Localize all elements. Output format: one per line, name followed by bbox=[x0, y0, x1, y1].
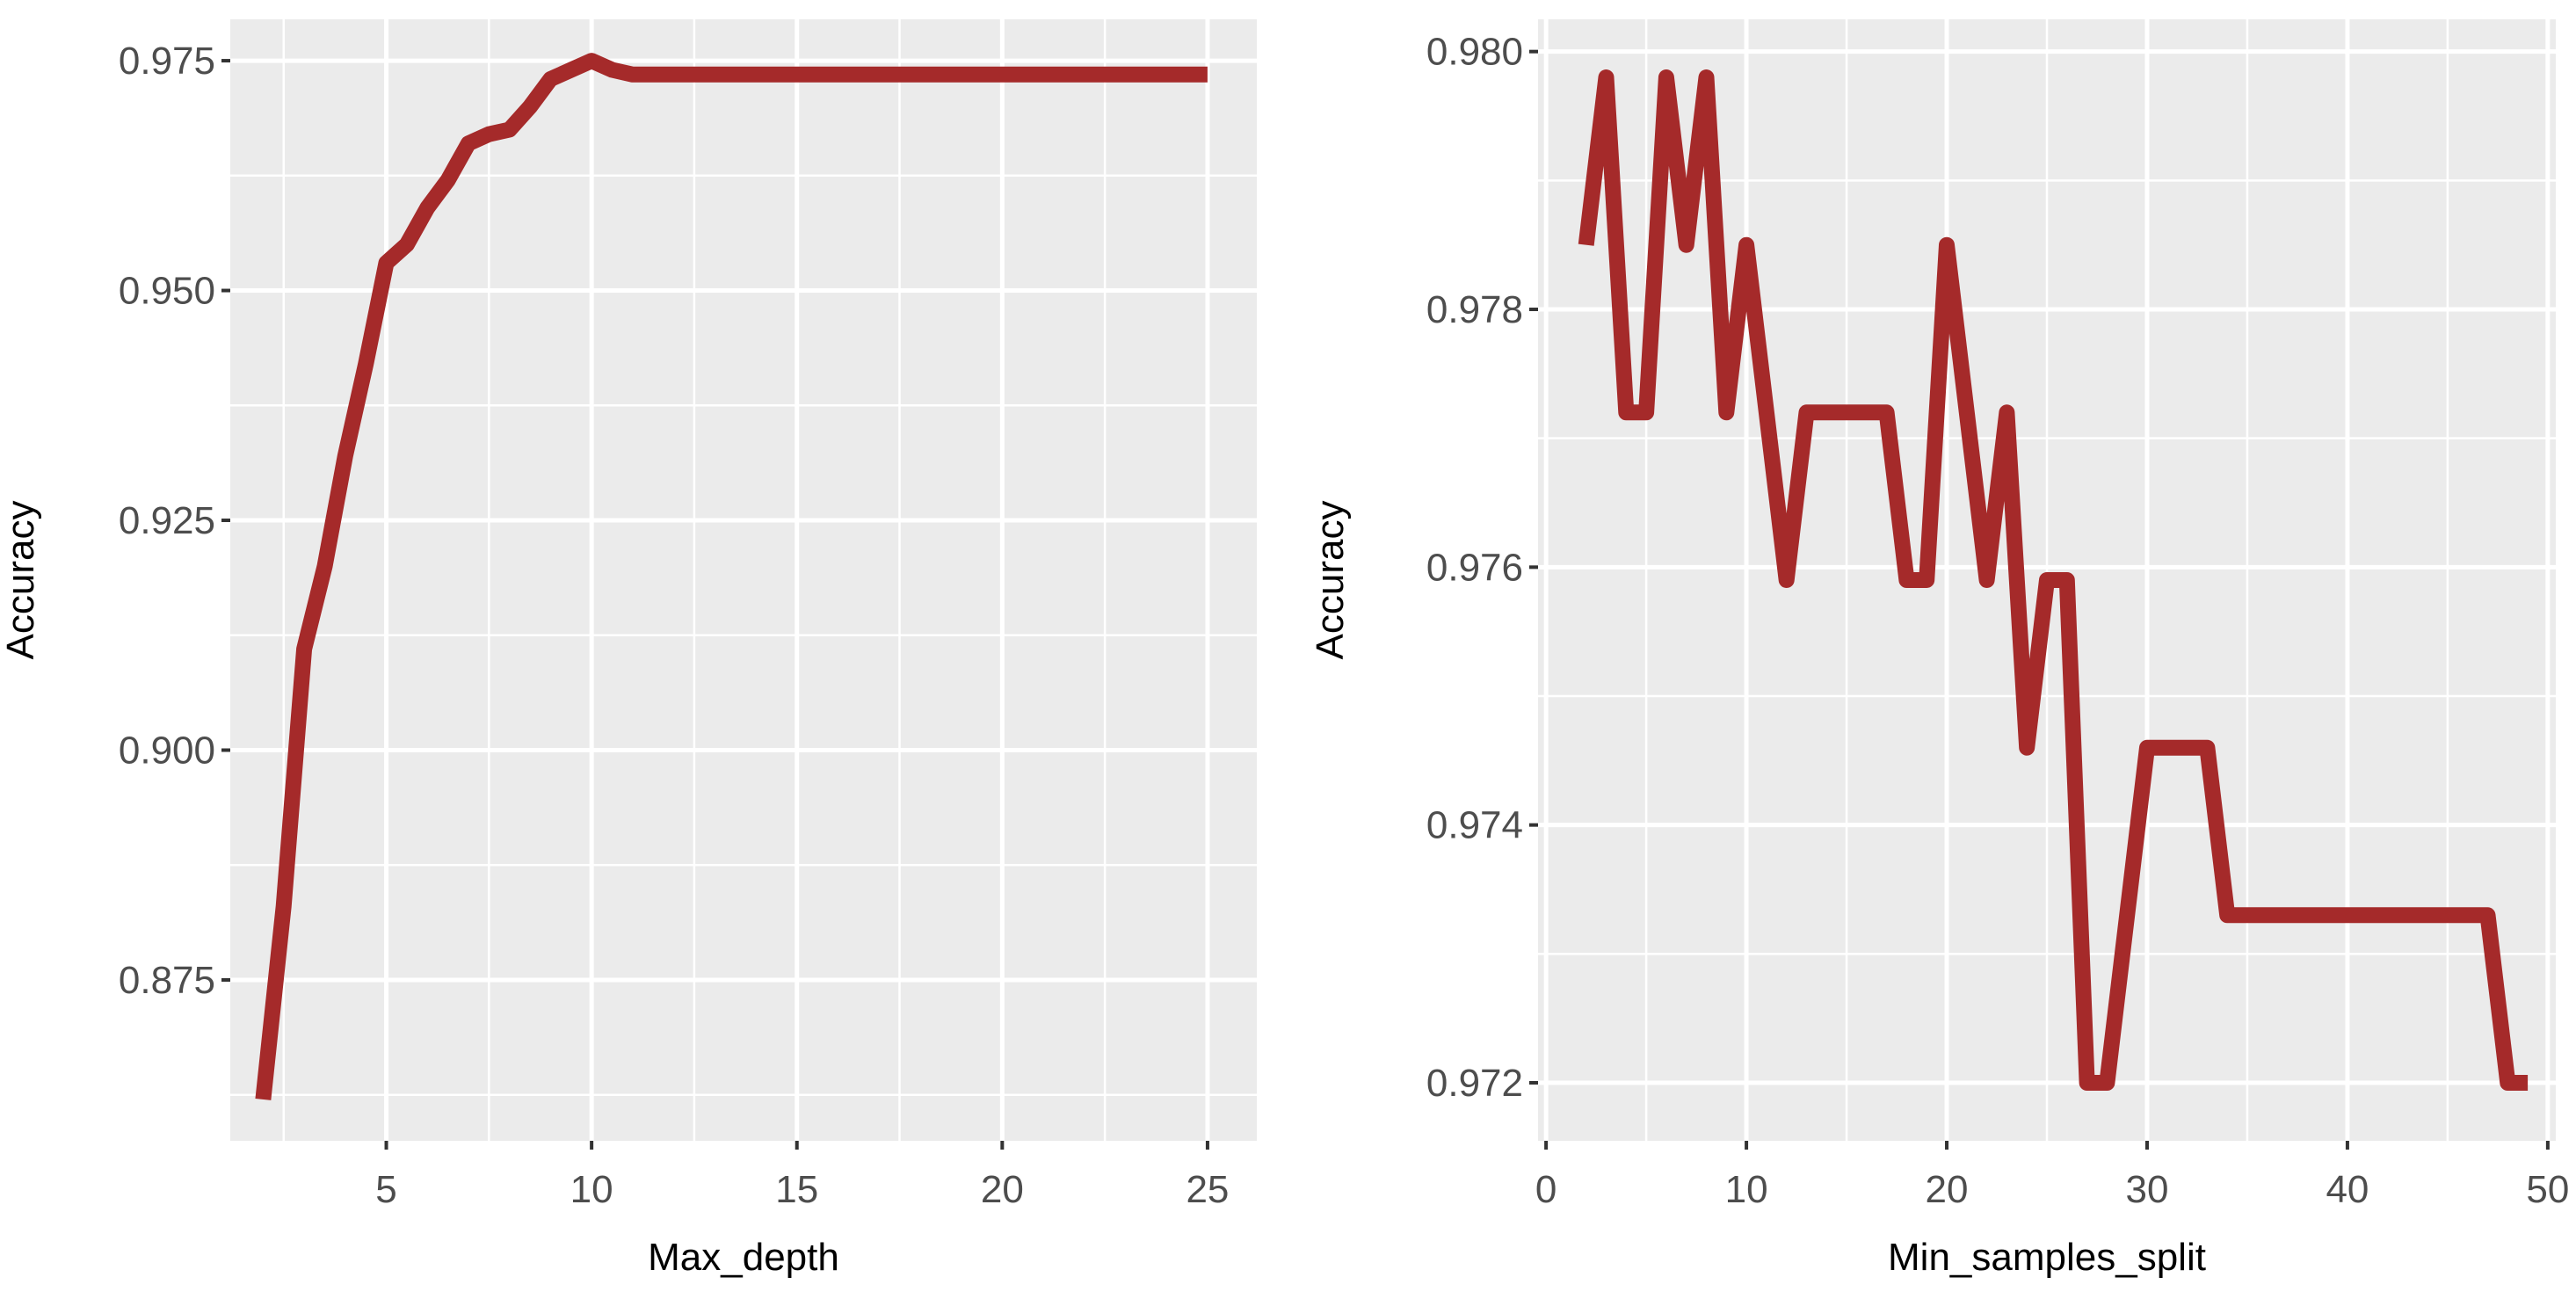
y-tick-label: 0.975 bbox=[119, 40, 215, 83]
x-tick-label: 0 bbox=[1535, 1168, 1556, 1211]
x-tick-label: 25 bbox=[1186, 1168, 1229, 1211]
y-axis-title: Accuracy bbox=[0, 501, 42, 660]
x-tick-label: 20 bbox=[981, 1168, 1024, 1211]
y-tick-label: 0.980 bbox=[1426, 31, 1523, 74]
x-tick-label: 5 bbox=[375, 1168, 396, 1211]
chart-max-depth: 5 10 15 20 25 0.875 0.900 0.925 0.950 0.975 Max_de… bbox=[0, 19, 1257, 1279]
y-tick-label: 0.950 bbox=[119, 270, 215, 313]
y-tick-label: 0.978 bbox=[1426, 288, 1523, 331]
x-tick-label: 40 bbox=[2326, 1168, 2369, 1211]
series-line bbox=[1578, 69, 2529, 1091]
x-axis-title: Max_depth bbox=[648, 1236, 839, 1279]
y-tick-label: 0.972 bbox=[1426, 1062, 1523, 1105]
x-tick-label: 10 bbox=[1725, 1168, 1768, 1211]
y-tick-label: 0.900 bbox=[119, 729, 215, 772]
x-tick-label: 15 bbox=[775, 1168, 818, 1211]
panel-background bbox=[230, 19, 1257, 1141]
chart-min-samples-split: 0 10 20 30 40 50 0.972 0.974 0.976 0.978 0.980 Min_… bbox=[1309, 19, 2569, 1279]
y-tick-label: 0.974 bbox=[1426, 804, 1523, 847]
y-tick-label: 0.875 bbox=[119, 959, 215, 1002]
x-tick-label: 20 bbox=[1926, 1168, 1969, 1211]
x-tick-label: 10 bbox=[570, 1168, 613, 1211]
x-tick-label: 30 bbox=[2125, 1168, 2168, 1211]
series-line bbox=[255, 53, 1208, 1100]
x-axis-title: Min_samples_split bbox=[1888, 1236, 2206, 1279]
y-tick-label: 0.976 bbox=[1426, 546, 1523, 589]
y-tick-label: 0.925 bbox=[119, 499, 215, 542]
y-axis-title: Accuracy bbox=[1309, 501, 1352, 660]
x-tick-label: 50 bbox=[2526, 1168, 2569, 1211]
